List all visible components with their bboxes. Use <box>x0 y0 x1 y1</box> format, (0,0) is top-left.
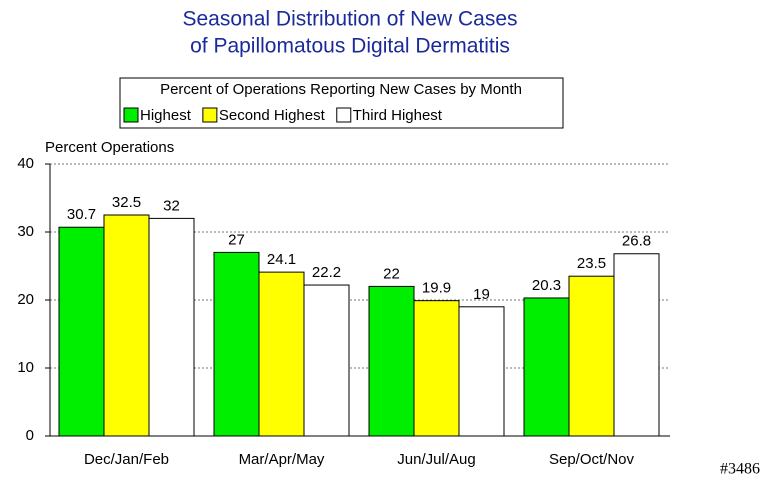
bar <box>303 284 350 437</box>
bar <box>413 300 460 437</box>
legend-swatch <box>123 107 139 123</box>
legend-label: Second Highest <box>219 107 326 124</box>
x-tick-label: Mar/Apr/May <box>239 451 325 468</box>
chart-title: Seasonal Distribution of New Cases <box>183 8 518 31</box>
legend-title: Percent of Operations Reporting New Case… <box>160 81 522 98</box>
y-tick-label: 10 <box>17 359 34 376</box>
value-label: 22 <box>383 265 400 282</box>
value-label: 32 <box>163 197 180 214</box>
value-label: 27 <box>228 231 245 248</box>
bar <box>523 297 570 437</box>
value-label: 19 <box>473 286 490 303</box>
y-axis-label: Percent Operations <box>45 139 174 156</box>
legend-label: Highest <box>140 107 192 124</box>
y-tick-label: 30 <box>17 223 34 240</box>
bar <box>258 271 305 437</box>
bar <box>213 251 260 437</box>
chart-title: of Papillomatous Digital Dermatitis <box>190 35 510 58</box>
bar <box>103 214 150 437</box>
x-tick-label: Jun/Jul/Aug <box>397 451 475 468</box>
value-label: 24.1 <box>267 251 296 268</box>
x-tick-label: Sep/Oct/Nov <box>549 451 635 468</box>
annotation: #3486 <box>720 461 760 478</box>
bar <box>613 253 660 437</box>
bar <box>58 226 105 437</box>
value-label: 22.2 <box>312 264 341 281</box>
value-label: 32.5 <box>112 194 141 211</box>
legend-label: Third Highest <box>353 107 443 124</box>
bar <box>568 275 615 437</box>
legend-swatch <box>336 107 352 123</box>
x-tick-label: Dec/Jan/Feb <box>84 451 169 468</box>
bar <box>458 306 505 437</box>
legend-swatch <box>202 107 218 123</box>
value-label: 26.8 <box>622 233 651 250</box>
bar <box>148 217 195 437</box>
bar <box>368 285 415 437</box>
y-tick-label: 40 <box>17 155 34 172</box>
y-tick-label: 0 <box>26 427 34 444</box>
y-tick-label: 20 <box>17 291 34 308</box>
value-label: 23.5 <box>577 255 606 272</box>
value-label: 30.7 <box>67 206 96 223</box>
value-label: 19.9 <box>422 280 451 297</box>
value-label: 20.3 <box>532 277 561 294</box>
